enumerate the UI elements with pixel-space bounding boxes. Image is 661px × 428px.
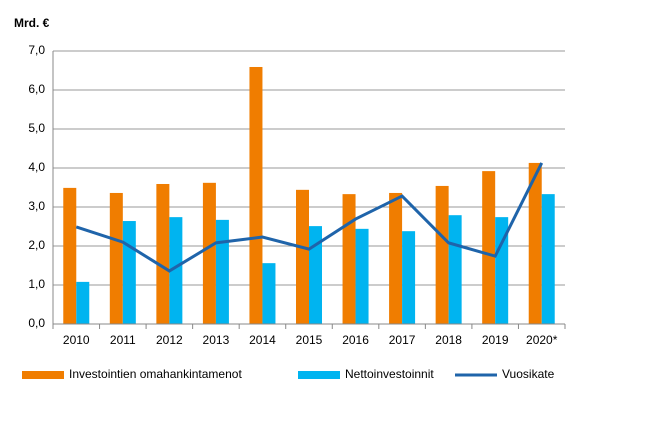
y-tick-label: 7,0 [28,43,45,57]
bar [482,171,496,324]
x-tick-label: 2012 [156,333,183,347]
bar [495,217,509,324]
legend-label: Nettoinvestoinnit [345,367,434,381]
legend-label: Investointien omahankintamenot [69,367,242,381]
bar [402,231,416,324]
bar [156,183,170,324]
bar [249,66,263,325]
bar [448,215,462,324]
bar [63,187,77,324]
x-tick-label: 2010 [63,333,90,347]
x-tick-label: 2020* [526,333,558,347]
x-tick-label: 2015 [296,333,323,347]
x-tick-label: 2014 [249,333,276,347]
legend-swatch [298,371,340,379]
bar [435,185,449,324]
y-tick-label: 2,0 [28,238,45,252]
bar [355,228,369,324]
bar [296,189,309,324]
bar [109,192,123,324]
bar [202,182,216,324]
bar [389,192,403,324]
legend-label: Vuosikate [502,367,555,381]
y-unit-label: Mrd. € [14,16,50,30]
x-tick-label: 2013 [203,333,230,347]
x-tick-label: 2016 [342,333,369,347]
bar [215,219,229,324]
y-tick-label: 1,0 [28,277,45,291]
bar [169,217,183,324]
x-tick-label: 2019 [482,333,509,347]
bar [342,194,356,324]
bar [262,263,276,324]
y-tick-label: 0,0 [28,316,45,330]
y-tick-label: 6,0 [28,82,45,96]
line [75,162,544,273]
bar [528,162,542,324]
x-tick-label: 2018 [435,333,462,347]
y-tick-label: 5,0 [28,121,45,135]
y-tick-label: 4,0 [28,160,45,174]
bar [76,281,90,324]
bar [122,221,136,324]
bar [541,194,555,324]
x-tick-label: 2011 [110,333,136,347]
bar [309,226,322,324]
y-tick-label: 3,0 [28,199,45,213]
x-tick-label: 2017 [389,333,416,347]
legend-swatch [22,371,64,379]
